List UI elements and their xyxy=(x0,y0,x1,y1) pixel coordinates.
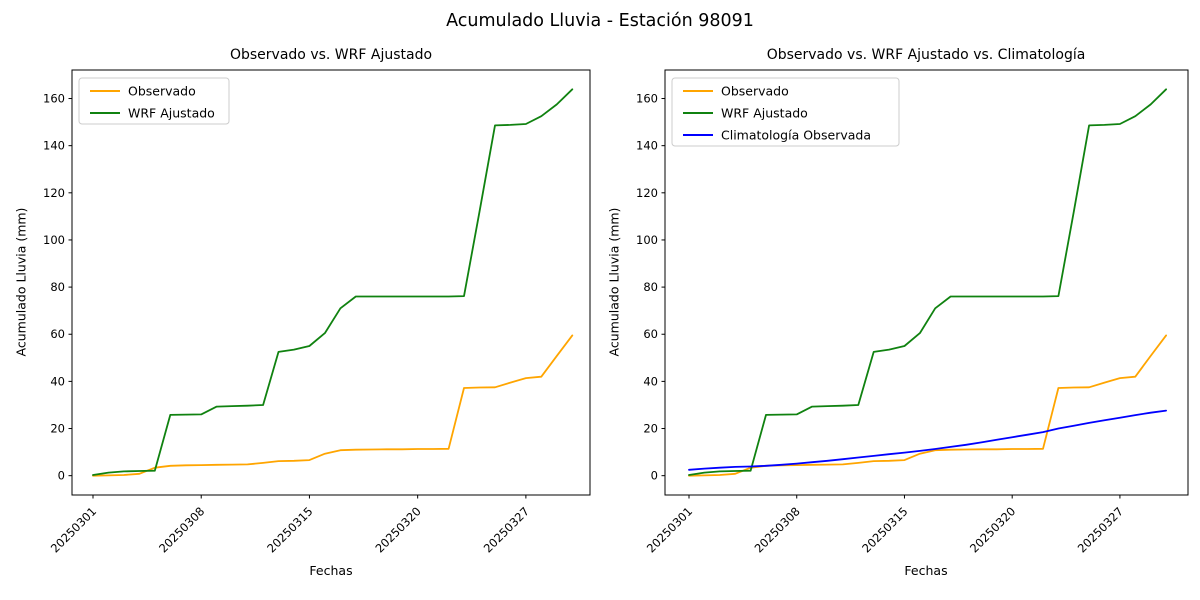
legend-label-wrf: WRF Ajustado xyxy=(128,106,215,121)
x-axis-label-left: Fechas xyxy=(309,563,353,578)
legend-label-observado: Observado xyxy=(128,84,196,99)
y-tick-label: 100 xyxy=(636,233,658,247)
x-tick-label: 20250315 xyxy=(264,504,315,555)
y-tick-label: 40 xyxy=(643,374,658,388)
legend-label-climatologia: Climatología Observada xyxy=(721,128,871,143)
x-tick-label: 20250320 xyxy=(967,504,1018,555)
legend-box xyxy=(671,77,900,147)
y-tick-label: 160 xyxy=(636,92,658,106)
y-tick-label: 120 xyxy=(43,186,65,200)
x-tick-label: 20250308 xyxy=(752,504,803,555)
y-tick-label: 60 xyxy=(50,327,65,341)
legend: Observado WRF Ajustado xyxy=(78,77,230,125)
x-tick-label: 20250315 xyxy=(859,504,910,555)
y-tick-label: 60 xyxy=(643,327,658,341)
axes-spines xyxy=(71,69,591,496)
x-axis-label-right: Fechas xyxy=(904,563,948,578)
legend: Observado WRF Ajustado Climatología Observ… xyxy=(671,77,900,147)
legend-label-wrf: WRF Ajustado xyxy=(721,106,808,121)
y-tick-label: 80 xyxy=(50,280,65,294)
y-tick-label: 120 xyxy=(636,186,658,200)
x-tick-label: 20250320 xyxy=(372,504,423,555)
y-tick-label: 100 xyxy=(43,233,65,247)
x-tick-label: 20250301 xyxy=(48,504,99,555)
y-tick-label: 80 xyxy=(643,280,658,294)
y-tick-label: 20 xyxy=(50,422,65,436)
y-tick-label: 0 xyxy=(651,469,658,483)
legend-label-observado: Observado xyxy=(721,84,789,99)
y-axis-label-right: Acumulado Lluvia (mm) xyxy=(606,207,622,357)
y-tick-label: 20 xyxy=(643,422,658,436)
x-tick-label: 20250327 xyxy=(481,504,532,555)
y-tick-label: 140 xyxy=(636,139,658,153)
y-tick-label: 40 xyxy=(50,374,65,388)
line-wrf xyxy=(92,88,574,476)
line-climatologia xyxy=(688,409,1167,471)
x-tick-label: 20250327 xyxy=(1075,504,1126,555)
x-tick-label: 20250308 xyxy=(156,504,207,555)
subplot-title-left: Observado vs. WRF Ajustado xyxy=(229,47,433,63)
y-axis-label-left: Acumulado Lluvia (mm) xyxy=(13,207,29,357)
subplot-title-right: Observado vs. WRF Ajustado vs. Climatolo… xyxy=(766,47,1086,63)
subplot-0: 0 20 40 60 80 100 120 140 160 20250301 20250308 202… xyxy=(43,69,591,556)
y-tick-label: 0 xyxy=(58,469,65,483)
axes-spines xyxy=(664,69,1189,496)
line-wrf xyxy=(688,88,1167,476)
line-observado xyxy=(92,334,574,477)
figure-title: Acumulado Lluvia - Estación 98091 xyxy=(446,11,754,31)
line-observado xyxy=(688,334,1167,477)
y-tick-label: 160 xyxy=(43,92,65,106)
x-tick-label: 20250301 xyxy=(644,504,695,555)
y-tick-label: 140 xyxy=(43,139,65,153)
subplot-1: 0 20 40 60 80 100 120 140 160 20250301 20250308 202… xyxy=(636,69,1189,556)
